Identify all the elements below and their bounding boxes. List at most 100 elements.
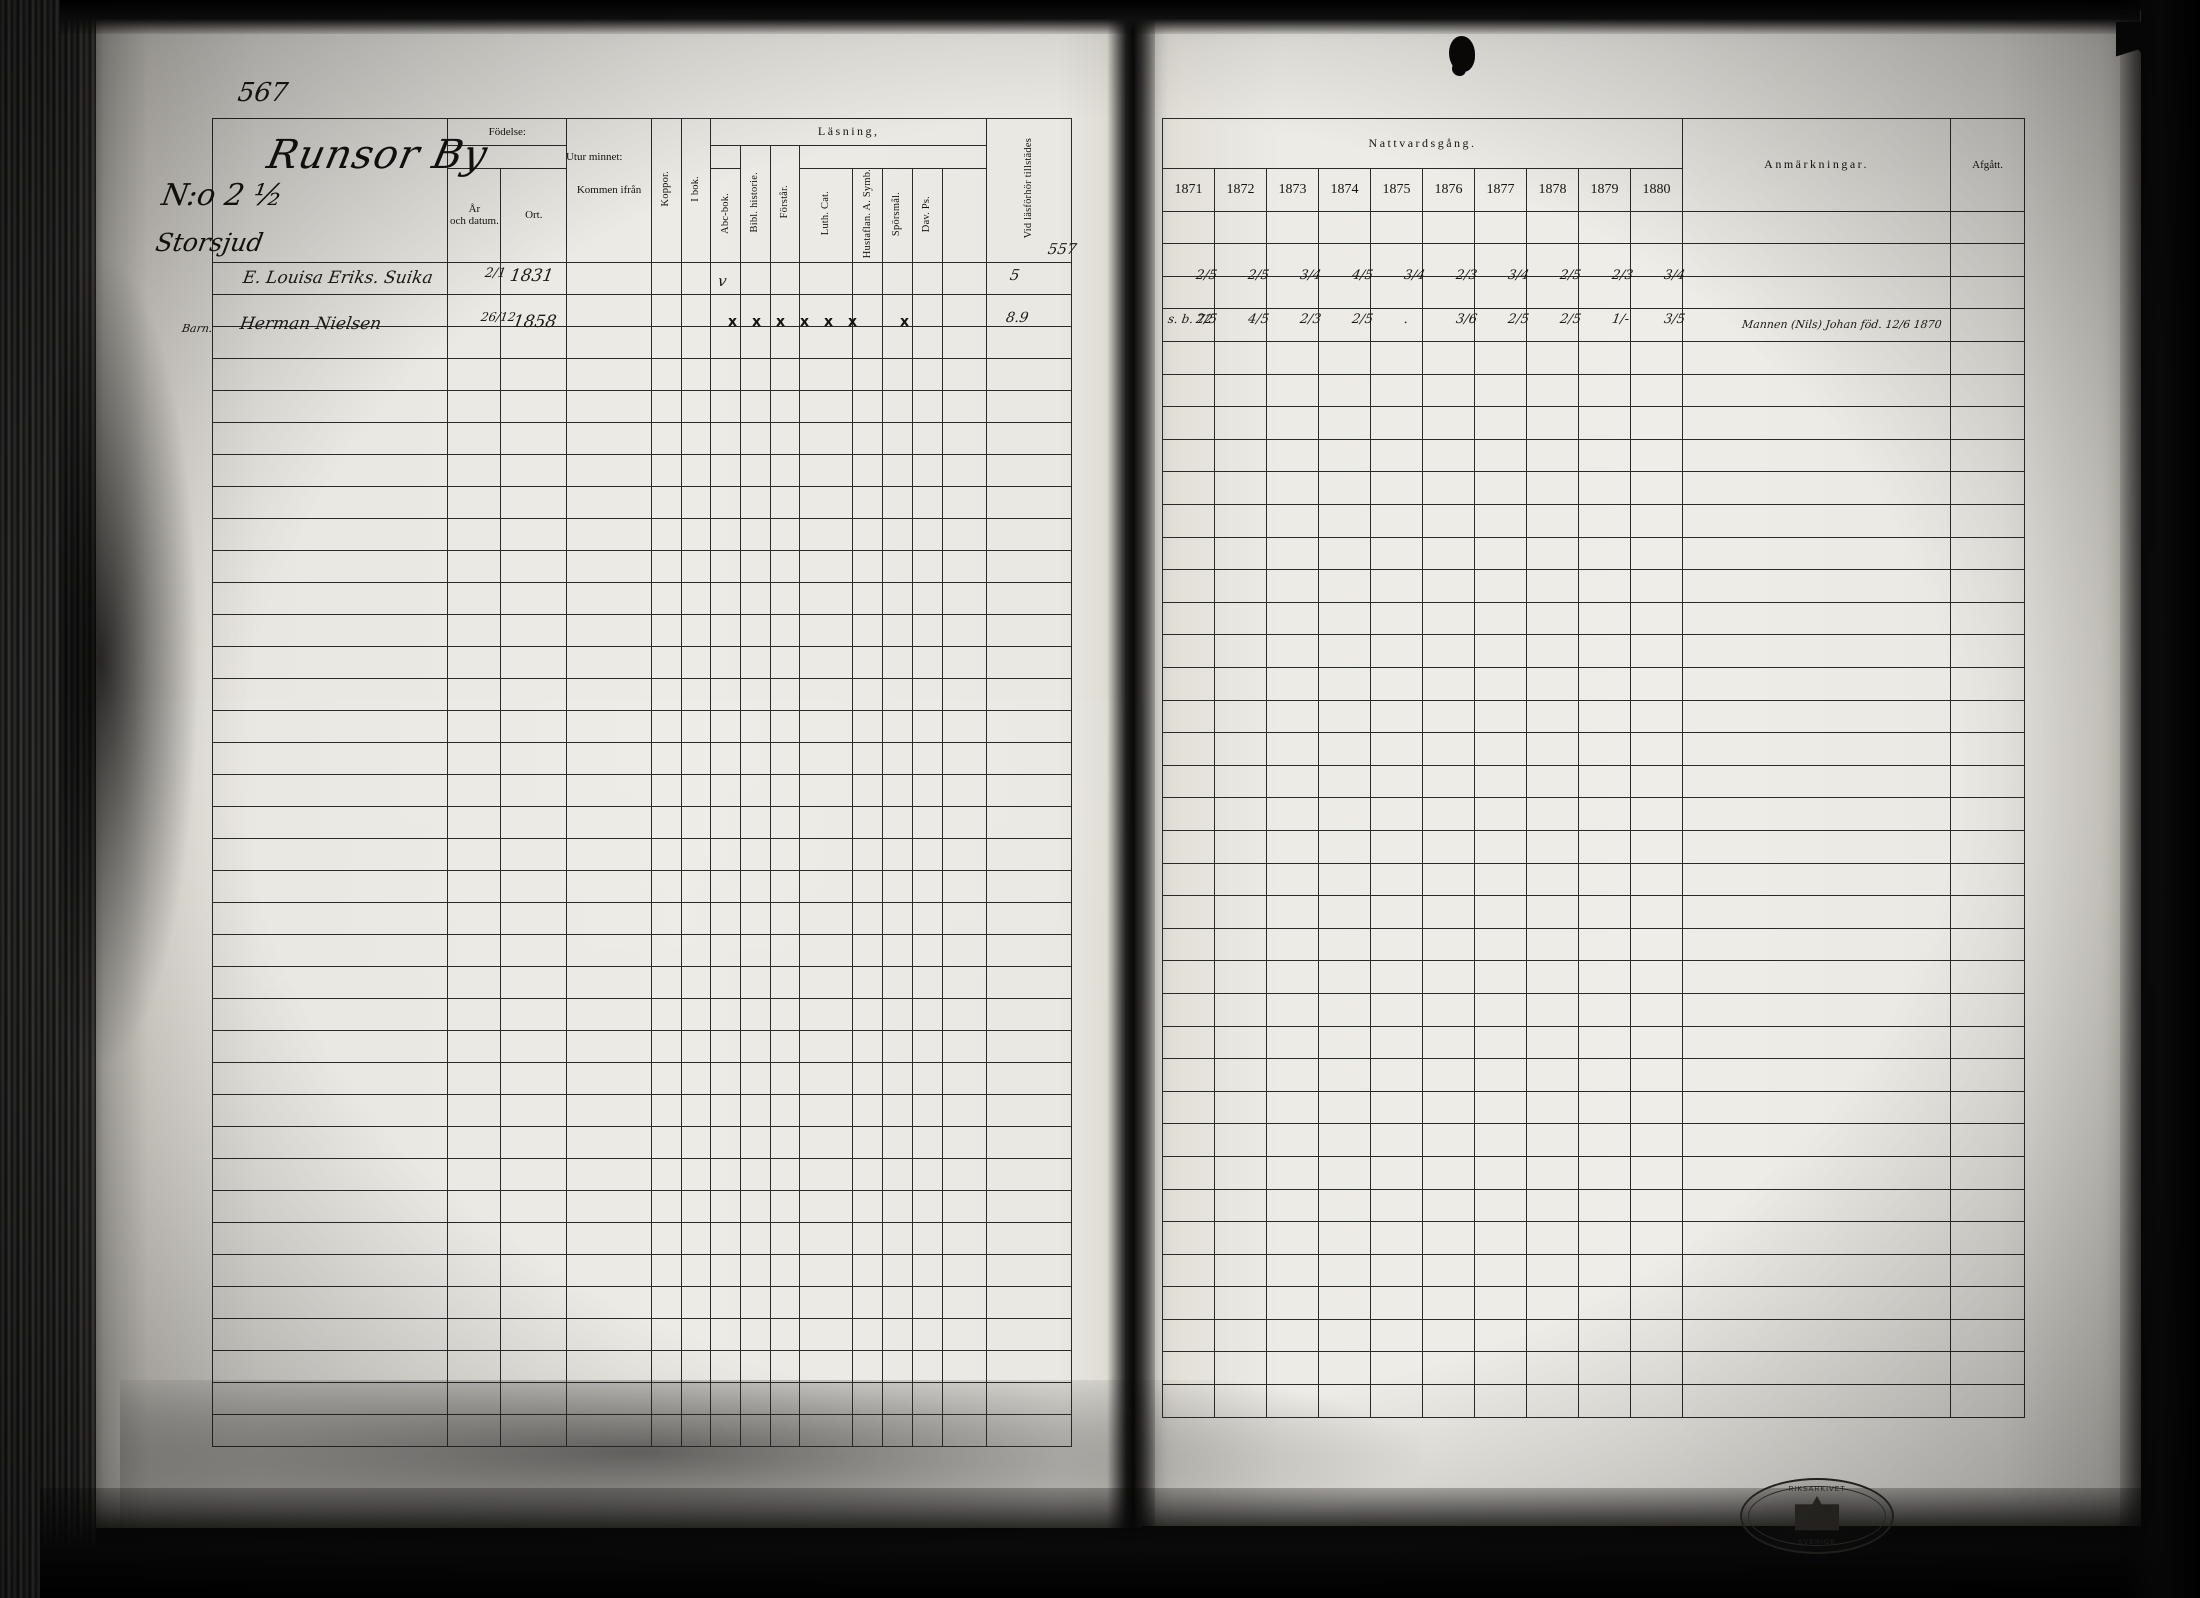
table-row [211,1093,1072,1127]
table-cell [1162,406,1215,440]
table-cell [710,1093,742,1127]
table-cell [500,485,568,519]
table-cell [710,325,742,359]
table-cell [566,1253,652,1287]
table-cell [852,613,884,647]
table-cell [941,805,988,839]
table-cell [1629,308,1684,343]
table-row [211,1349,1072,1383]
table-cell [799,1413,854,1447]
communion-mark: 1/- [1610,312,1631,327]
table-cell [1526,797,1579,831]
reading-mark-x: x [900,314,910,330]
table-cell [1266,829,1319,864]
table-cell [986,1125,1072,1159]
table-cell [882,773,913,807]
table-cell [566,645,652,679]
table-cell [852,805,884,839]
table-cell [986,453,1072,487]
table-cell [566,389,652,423]
table-cell [650,709,682,743]
table-cell [566,485,652,519]
table-cell [566,901,652,935]
table-cell [447,901,502,935]
table-cell [1578,210,1631,245]
table-cell [1578,927,1631,962]
table-cell [1526,373,1579,408]
table-cell [1629,438,1684,473]
table-row [211,1413,1072,1447]
table-cell [447,1349,502,1383]
table-cell [1682,634,1952,669]
table-cell [740,869,771,903]
table-cell [852,997,884,1031]
table-cell [1318,960,1371,994]
table-cell [1370,895,1423,929]
communion-mark: 2/5 [1194,268,1219,283]
table-cell [680,677,712,711]
table-cell [1214,438,1267,473]
table-cell [740,645,771,679]
table-cell [1629,1123,1684,1157]
table-cell [986,1157,1072,1191]
table-cell [740,453,771,487]
table-cell [500,997,568,1031]
table-cell [941,1221,988,1255]
table-cell [710,741,742,775]
year-column-header-1877: 1877 [1474,167,1527,212]
in-book-header: I bok. [680,118,712,263]
table-cell [769,997,801,1031]
table-cell [1318,992,1371,1027]
table-cell [799,837,854,871]
table-cell [1422,1351,1475,1386]
table-cell [1474,1318,1527,1353]
table-cell [1162,438,1215,473]
table-cell [740,1061,771,1095]
table-cell [1214,862,1267,897]
table-cell [1682,927,1952,962]
stamp-bottom-text: SVERIGE [1797,1539,1837,1546]
table-cell [882,1413,913,1447]
table-cell [740,325,771,359]
table-cell [680,1093,712,1127]
table-cell [1950,895,2026,929]
table-cell [740,517,771,551]
table-cell [799,261,854,295]
table-cell [882,1349,913,1383]
table-cell [941,741,988,775]
table-cell [650,613,682,647]
table-cell [852,869,884,903]
table-cell [1474,862,1527,897]
table-cell [500,741,568,775]
entry-1-name: E. Louisa Eriks. Suika [241,268,435,288]
communion-mark: 3/6 [1454,312,1479,327]
table-row [211,421,1072,455]
from-memory-group-header: Utur minnet: [447,145,742,169]
table-cell [710,453,742,487]
table-cell [986,261,1072,295]
table-cell [882,485,913,519]
table-cell [1318,1351,1371,1386]
table-cell [211,677,449,711]
table-row [1162,1253,2026,1288]
table-cell [941,1317,988,1351]
table-cell [769,1157,801,1191]
table-cell [986,1189,1072,1223]
table-cell [680,549,712,583]
table-cell [1682,1384,1952,1418]
table-cell [911,549,943,583]
table-cell [1950,210,2026,245]
table-cell [1578,373,1631,408]
table-cell [1682,895,1952,929]
table-cell [680,1413,712,1447]
table-cell [566,965,652,999]
table-row [211,613,1072,647]
table-cell [1474,569,1527,603]
table-cell [882,709,913,743]
table-cell [769,1125,801,1159]
table-cell [1629,699,1684,734]
table-row [211,1189,1072,1223]
table-cell [882,677,913,711]
table-cell [1629,1221,1684,1255]
table-cell [941,421,988,455]
